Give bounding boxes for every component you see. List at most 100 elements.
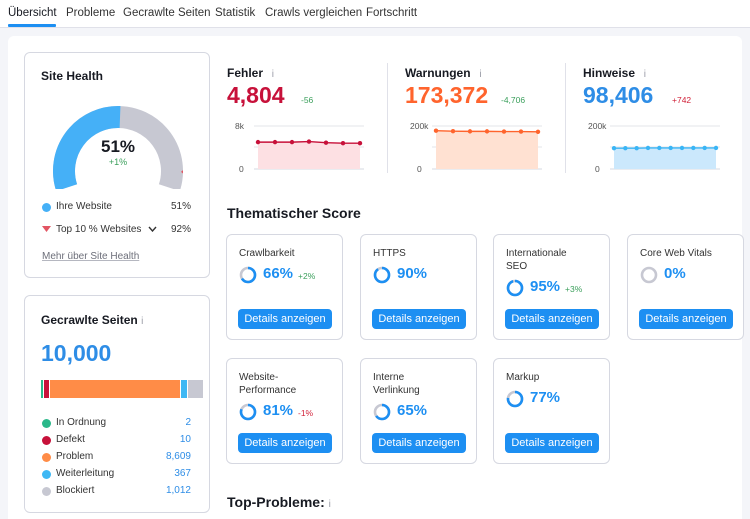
score-ring-icon (506, 390, 524, 408)
thematic-card-name: Interne Verlinkung (373, 372, 420, 396)
crawled-pages-card: Gecrawlte Seiten i 10,000 In Ordnung 2 Def… (24, 295, 210, 513)
info-icon[interactable]: i (269, 69, 275, 80)
site-health-card: Site Health 51% +1% Ihre Website 51% Top… (24, 52, 210, 278)
sparkline-point (255, 139, 261, 145)
sparkline-point (433, 128, 439, 133)
metric-change: -4,706 (501, 95, 526, 105)
legend-dot (42, 487, 51, 496)
thematic-card: HTTPS 90% Details anzeigen (360, 234, 477, 340)
thematic-card-change: -1% (298, 408, 314, 418)
crawled-pages-title: Gecrawlte Seiten i (41, 313, 144, 327)
top-websites-dropdown[interactable]: Top 10 % Websites (56, 224, 157, 235)
metric-title: Warnungen i (405, 66, 482, 80)
metric-sparkline (432, 125, 542, 170)
tab-statistik[interactable]: Statistik (215, 7, 256, 19)
y-axis-top-label: 200k (588, 121, 607, 131)
triangle-down-icon (42, 226, 51, 232)
sparkline-point (518, 129, 524, 134)
details-button[interactable]: Details anzeigen (238, 309, 332, 329)
thematic-card-name: Crawlbarkeit (239, 248, 295, 259)
legend-value[interactable]: 367 (174, 468, 191, 479)
thematic-card: Internationale SEO 95% +3% Details anzeigen (493, 234, 610, 340)
metric-sparkline (610, 125, 720, 170)
thematic-card-percent: 66% (263, 265, 294, 282)
sparkline-point (306, 139, 312, 144)
score-ring-fill (506, 390, 524, 408)
details-button[interactable]: Details anzeigen (505, 309, 599, 329)
legend-label: In Ordnung (56, 417, 107, 428)
top-10-marker (180, 170, 183, 174)
metric-value[interactable]: 173,372 (405, 82, 489, 108)
thematic-card: Website-Performance 81% -1% Details anzeige… (226, 358, 343, 464)
score-ring-icon (373, 266, 391, 284)
tab-uebersicht[interactable]: Übersicht (8, 7, 57, 19)
score-ring-icon (373, 403, 391, 421)
score-ring-fill (506, 279, 524, 297)
top-problems-title: Top-Probleme: i (227, 494, 331, 510)
info-icon[interactable]: i (141, 316, 144, 327)
crawled-bar-segment (187, 380, 203, 398)
thematic-card-change: +2% (298, 271, 316, 281)
legend-value[interactable]: 1,012 (165, 485, 191, 496)
legend-value[interactable]: 8,609 (165, 451, 191, 462)
legend-dot (42, 436, 51, 445)
thematic-score-title: Thematischer Score (227, 205, 361, 221)
sparkline-point (623, 145, 628, 151)
info-icon[interactable]: i (476, 69, 482, 80)
legend-value[interactable]: 2 (185, 417, 191, 428)
details-button[interactable]: Details anzeigen (238, 433, 332, 453)
sparkline-point (357, 141, 363, 146)
thematic-card-name: Core Web Vitals (640, 248, 712, 259)
ihre-website-label: Ihre Website (56, 201, 112, 212)
sparkline-point (634, 145, 639, 151)
thematic-card-name: Markup (506, 372, 540, 383)
crawled-pages-total: 10,000 (41, 340, 112, 366)
legend-dot (42, 453, 51, 462)
thematic-card: Markup 77% Details anzeigen (493, 358, 610, 464)
details-button[interactable]: Details anzeigen (639, 309, 733, 329)
site-health-title: Site Health (41, 69, 104, 83)
crawled-bar-segment (44, 380, 49, 398)
details-button[interactable]: Details anzeigen (505, 433, 599, 453)
sparkline-point (467, 129, 473, 134)
info-icon[interactable]: i (328, 499, 331, 510)
sparkline-point (501, 129, 507, 134)
y-axis-bottom-label: 0 (239, 164, 244, 174)
legend-dot (42, 470, 51, 479)
legend-value[interactable]: 10 (179, 434, 191, 445)
divider (565, 63, 566, 173)
sparkline-area (436, 130, 538, 169)
thematic-card-name: HTTPS (373, 248, 406, 259)
tab-probleme[interactable]: Probleme (66, 7, 116, 19)
thematic-card-name: Internationale SEO (506, 248, 567, 272)
tab-gecrawlte-seiten[interactable]: Gecrawlte Seiten (123, 7, 211, 19)
thematic-card-percent: 95% (530, 278, 561, 295)
sparkline-point (702, 145, 707, 151)
legend-label: Weiterleitung (56, 468, 115, 479)
top-websites-value: 92% (170, 224, 191, 235)
details-button[interactable]: Details anzeigen (372, 433, 466, 453)
sparkline-point (657, 145, 662, 151)
score-ring-icon (506, 279, 524, 297)
details-button[interactable]: Details anzeigen (372, 309, 466, 329)
ihre-website-value: 51% (170, 201, 191, 212)
metric-title-text: Hinweise (583, 66, 636, 80)
sparkline-area (258, 141, 360, 169)
metric-value[interactable]: 98,406 (583, 82, 654, 108)
crawled-bar-segment (180, 380, 187, 398)
y-axis-top-label: 200k (410, 121, 429, 131)
thematic-card-percent: 0% (664, 265, 686, 282)
metric-change: -56 (301, 95, 314, 105)
thematic-card-change: +3% (565, 284, 583, 294)
site-health-link[interactable]: Mehr über Site Health (42, 251, 140, 262)
sparkline-point (535, 129, 541, 135)
y-axis-bottom-label: 0 (595, 164, 600, 174)
metric-value[interactable]: 4,804 (227, 82, 285, 108)
thematic-card: Interne Verlinkung 65% Details anzeigen (360, 358, 477, 464)
score-ring-fill (239, 266, 257, 284)
tab-crawls-vergleichen[interactable]: Crawls vergleichen (265, 7, 363, 19)
info-icon[interactable]: i (641, 69, 647, 80)
tab-fortschritt[interactable]: Fortschritt (366, 7, 418, 19)
sparkline-point (450, 128, 456, 134)
sparkline-point (668, 145, 673, 151)
